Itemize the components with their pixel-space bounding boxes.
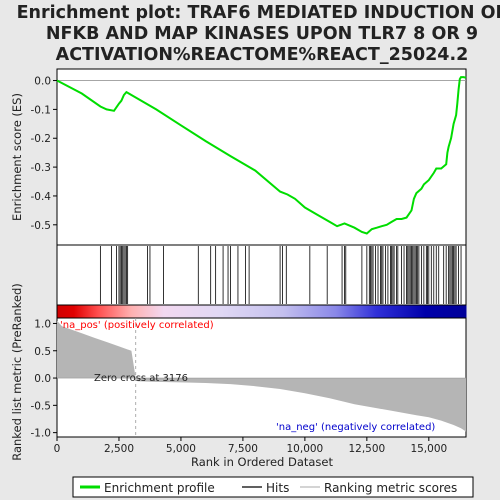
es-tick-label: -0.2	[31, 133, 52, 145]
x-axis-label: Rank in Ordered Dataset	[191, 455, 334, 469]
zero-cross-annotation: Zero cross at 3176	[94, 373, 188, 384]
x-tick-label: 15,000	[410, 443, 447, 455]
metric-axis-label: Ranked list metric (PreRanked)	[10, 283, 24, 461]
x-tick-label: 0	[54, 443, 61, 455]
x-tick-label: 7,500	[228, 443, 258, 455]
chart-title-line-3: ACTIVATION%REACTOME%REACT_25024.2	[56, 45, 469, 65]
x-tick-label: 12,500	[348, 443, 385, 455]
neg-annotation: 'na_neg' (negatively correlated)	[276, 422, 435, 433]
x-tick-label: 5,000	[166, 443, 196, 455]
metric-tick-label: -1.0	[31, 428, 52, 440]
colorbar-layer	[58, 306, 467, 318]
chart-title-line-2: NFKB AND MAP KINASES UPON TLR7 8 OR 9	[46, 24, 478, 44]
hits-panel	[57, 245, 466, 305]
es-tick-label: -0.3	[31, 162, 52, 174]
legend-label-profile: Enrichment profile	[104, 481, 215, 495]
x-tick-label: 10,000	[287, 443, 324, 455]
es-tick-label: -0.1	[31, 104, 52, 116]
chart-title-line-1: Enrichment plot: TRAF6 MEDIATED INDUCTIO…	[17, 3, 500, 23]
es-axis-label: Enrichment score (ES)	[10, 93, 24, 221]
legend-label-hits: Hits	[266, 481, 289, 495]
es-tick-label: -0.5	[31, 220, 52, 232]
x-tick-label: 2,500	[104, 443, 134, 455]
metric-tick-label: 0.0	[34, 373, 51, 385]
metric-tick-label: 1.0	[34, 318, 51, 330]
pos-annotation: 'na_pos' (positively correlated)	[60, 320, 214, 331]
ranking-colorbar	[58, 306, 467, 318]
es-tick-label: -0.4	[31, 191, 52, 203]
metric-tick-label: -0.5	[31, 400, 52, 412]
es-tick-label: 0.0	[34, 76, 51, 88]
legend-label-metric: Ranking metric scores	[324, 481, 457, 495]
metric-tick-label: 0.5	[34, 346, 51, 358]
